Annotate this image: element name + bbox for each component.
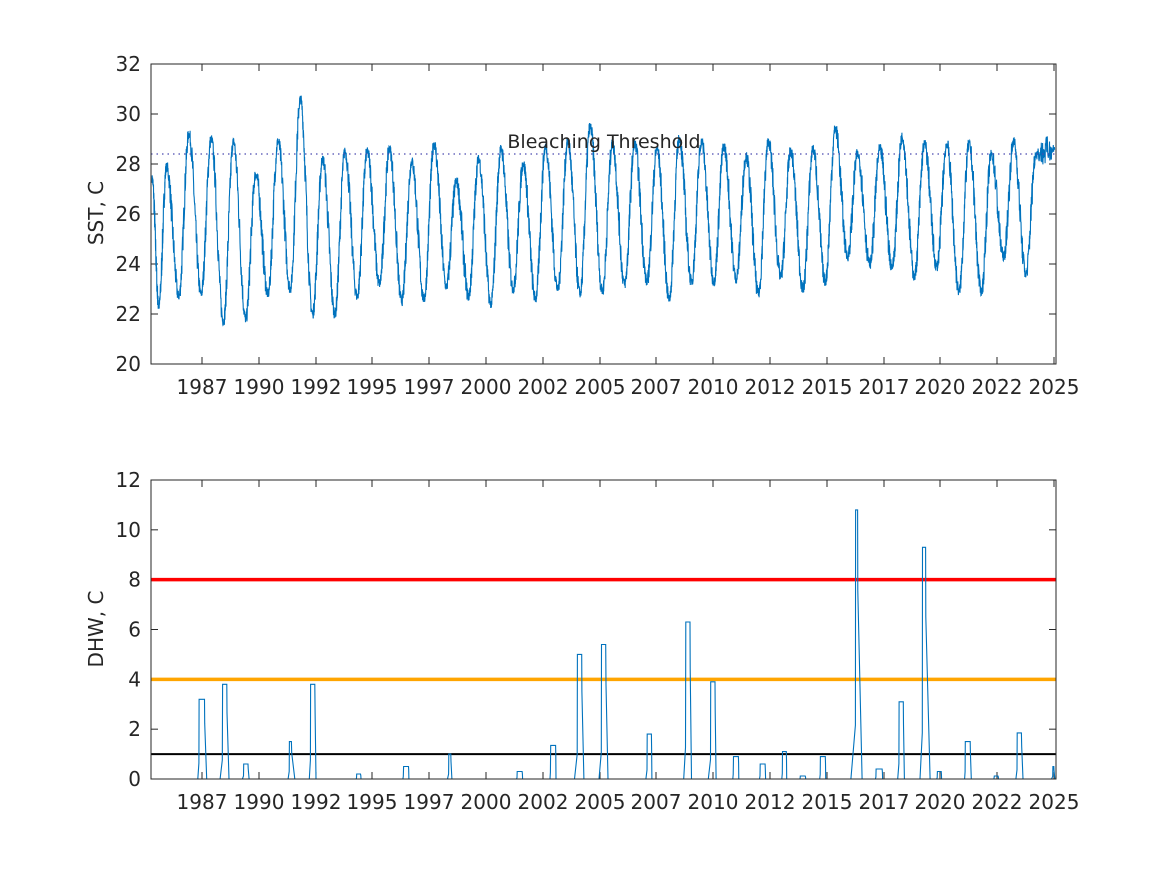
x-tick-label: 2007 bbox=[631, 375, 682, 399]
x-tick-label: 1987 bbox=[177, 790, 228, 814]
x-tick-label: 2010 bbox=[688, 790, 739, 814]
x-tick-label: 2020 bbox=[915, 790, 966, 814]
sst-axes-frame bbox=[150, 63, 1057, 365]
y-tick-label: 20 bbox=[116, 352, 141, 376]
y-tick-label: 6 bbox=[128, 618, 141, 642]
y-tick-label: 8 bbox=[128, 568, 141, 592]
x-tick-label: 2017 bbox=[859, 375, 910, 399]
x-tick-label: 2010 bbox=[688, 375, 739, 399]
dhw-series-line bbox=[151, 509, 1056, 780]
dhw-y-axis-label: DHW, C bbox=[84, 591, 108, 668]
y-tick-label: 24 bbox=[116, 252, 141, 276]
x-tick-label: 1995 bbox=[347, 790, 398, 814]
x-tick-label: 2000 bbox=[461, 375, 512, 399]
x-tick-label: 1997 bbox=[404, 790, 455, 814]
x-tick-label: 2022 bbox=[972, 375, 1023, 399]
x-tick-label: 2002 bbox=[518, 375, 569, 399]
y-tick-label: 12 bbox=[116, 468, 141, 492]
x-tick-label: 1990 bbox=[234, 790, 285, 814]
x-tick-label: 2012 bbox=[745, 790, 796, 814]
x-tick-label: 2007 bbox=[631, 790, 682, 814]
x-tick-label: 1987 bbox=[177, 375, 228, 399]
x-tick-label: 2005 bbox=[575, 790, 626, 814]
x-tick-label: 2000 bbox=[461, 790, 512, 814]
y-tick-label: 30 bbox=[116, 102, 141, 126]
x-tick-label: 1995 bbox=[347, 375, 398, 399]
x-tick-label: 2017 bbox=[859, 790, 910, 814]
x-tick-label: 2020 bbox=[915, 375, 966, 399]
y-tick-label: 4 bbox=[128, 667, 141, 691]
y-tick-label: 0 bbox=[128, 767, 141, 791]
x-tick-label: 2025 bbox=[1029, 375, 1080, 399]
x-tick-label: 2002 bbox=[518, 790, 569, 814]
x-tick-label: 2015 bbox=[802, 790, 853, 814]
sst-y-axis-label: SST, C bbox=[84, 181, 108, 245]
dhw-axes-frame bbox=[150, 479, 1057, 780]
x-tick-label: 2015 bbox=[802, 375, 853, 399]
x-tick-label: 1990 bbox=[234, 375, 285, 399]
y-tick-label: 22 bbox=[116, 302, 141, 326]
sst-series-line bbox=[151, 95, 1056, 327]
x-tick-label: 2025 bbox=[1029, 790, 1080, 814]
bleaching-threshold-label: Bleaching Threshold bbox=[507, 131, 700, 153]
x-tick-label: 1992 bbox=[291, 790, 342, 814]
x-tick-label: 2012 bbox=[745, 375, 796, 399]
y-tick-label: 26 bbox=[116, 202, 141, 226]
x-tick-label: 2005 bbox=[575, 375, 626, 399]
x-tick-label: 1992 bbox=[291, 375, 342, 399]
y-tick-label: 28 bbox=[116, 152, 141, 176]
y-tick-label: 2 bbox=[128, 717, 141, 741]
x-tick-label: 1997 bbox=[404, 375, 455, 399]
y-tick-label: 32 bbox=[116, 52, 141, 76]
y-tick-label: 10 bbox=[116, 518, 141, 542]
x-tick-label: 2022 bbox=[972, 790, 1023, 814]
